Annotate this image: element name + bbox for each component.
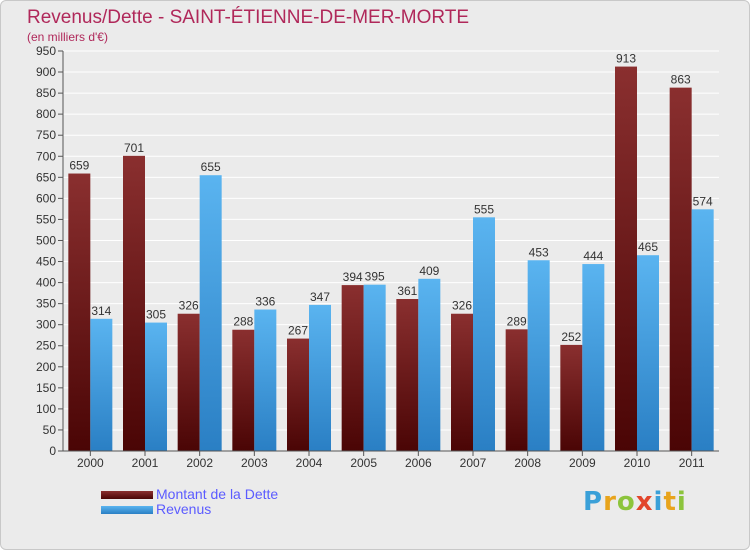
data-label-revenus: 336 xyxy=(255,295,275,309)
y-tick-label: 500 xyxy=(36,233,56,247)
data-label-revenus: 305 xyxy=(146,308,166,322)
bar-revenus xyxy=(254,309,277,451)
data-label-revenus: 395 xyxy=(365,270,385,284)
x-tick-label: 2008 xyxy=(514,456,541,470)
logo-letter: r xyxy=(603,487,617,517)
data-label-revenus: 574 xyxy=(693,194,713,208)
data-label-dette: 361 xyxy=(397,284,417,298)
data-label-dette: 326 xyxy=(452,299,472,313)
data-label-dette: 863 xyxy=(671,73,691,87)
chart-title: Revenus/Dette - SAINT-ÉTIENNE-DE-MER-MOR… xyxy=(27,7,470,28)
data-label-revenus: 555 xyxy=(474,202,494,216)
bar-dette xyxy=(560,344,583,451)
y-tick-label: 550 xyxy=(36,212,56,226)
logo-letter: x xyxy=(635,487,654,517)
y-tick-label: 800 xyxy=(36,107,56,121)
data-label-revenus: 444 xyxy=(583,249,603,263)
bar-dette xyxy=(123,155,145,451)
legend-label-revenus: Revenus xyxy=(156,501,212,517)
proxiti-logo: Proxiti xyxy=(583,487,687,517)
bar-dette xyxy=(505,329,528,451)
y-tick-label: 100 xyxy=(36,402,56,416)
data-label-revenus: 453 xyxy=(529,245,549,259)
x-tick-label: 2007 xyxy=(460,456,487,470)
data-label-revenus: 347 xyxy=(310,290,330,304)
data-label-dette: 288 xyxy=(233,315,253,329)
bar-dette xyxy=(68,173,91,452)
x-tick-label: 2003 xyxy=(241,456,268,470)
x-tick-label: 2002 xyxy=(186,456,213,470)
bar-dette xyxy=(341,285,364,451)
y-tick-label: 900 xyxy=(36,65,56,79)
bar-revenus xyxy=(527,260,550,451)
bar-dette xyxy=(615,66,637,451)
data-label-revenus: 655 xyxy=(201,160,221,174)
bar-revenus xyxy=(637,255,659,451)
x-tick-label: 2004 xyxy=(296,456,323,470)
logo-letter: t xyxy=(663,487,677,517)
logo-letter: P xyxy=(583,487,604,517)
y-tick-label: 300 xyxy=(36,318,56,332)
logo-letter: i xyxy=(676,487,687,517)
data-label-dette: 394 xyxy=(343,270,363,284)
x-tick-label: 2006 xyxy=(405,456,432,470)
x-tick-label: 2005 xyxy=(350,456,377,470)
plot-area xyxy=(63,51,719,451)
y-tick-label: 150 xyxy=(36,381,56,395)
bar-dette xyxy=(287,338,309,451)
y-tick-label: 950 xyxy=(36,44,56,58)
logo-letter: i xyxy=(653,487,664,517)
bar-revenus xyxy=(90,318,113,451)
y-tick-label: 400 xyxy=(36,276,56,290)
data-label-dette: 701 xyxy=(124,141,144,155)
bar-revenus xyxy=(691,209,714,451)
bar-dette xyxy=(451,313,473,451)
data-label-revenus: 465 xyxy=(638,240,658,254)
y-tick-label: 850 xyxy=(36,86,56,100)
y-tick-label: 0 xyxy=(49,444,56,458)
bar-revenus xyxy=(582,264,605,451)
y-tick-label: 700 xyxy=(36,149,56,163)
x-tick-label: 2009 xyxy=(569,456,596,470)
data-label-dette: 326 xyxy=(179,299,199,313)
x-tick-label: 2011 xyxy=(679,456,705,470)
x-tick-label: 2010 xyxy=(624,456,651,470)
data-label-dette: 289 xyxy=(507,314,527,328)
bar-revenus xyxy=(363,284,386,451)
data-label-dette: 267 xyxy=(288,324,308,338)
y-tick-label: 200 xyxy=(36,360,56,374)
x-tick-label: 2001 xyxy=(132,456,159,470)
y-tick-label: 450 xyxy=(36,255,56,269)
data-label-dette: 913 xyxy=(616,52,636,66)
logo-letter: o xyxy=(616,487,636,517)
x-tick-label: 2000 xyxy=(77,456,104,470)
data-label-revenus: 314 xyxy=(91,304,111,318)
bar-revenus xyxy=(418,278,441,451)
bar-dette xyxy=(232,329,255,451)
data-label-dette: 252 xyxy=(561,330,581,344)
y-tick-label: 750 xyxy=(36,128,56,142)
legend-swatch-revenus xyxy=(101,506,153,514)
bar-dette xyxy=(669,87,692,451)
bar-dette xyxy=(396,299,419,451)
bar-revenus xyxy=(199,175,222,452)
bar-dette xyxy=(177,313,200,451)
bar-revenus xyxy=(145,322,167,451)
y-tick-label: 50 xyxy=(43,423,57,437)
y-tick-label: 650 xyxy=(36,170,56,184)
data-label-dette: 659 xyxy=(69,159,89,173)
y-tick-label: 600 xyxy=(36,191,56,205)
data-label-revenus: 409 xyxy=(419,264,439,278)
legend-label-debt: Montant de la Dette xyxy=(156,486,279,502)
y-tick-label: 350 xyxy=(36,297,56,311)
y-tick-label: 250 xyxy=(36,339,56,353)
bar-revenus xyxy=(473,217,495,451)
bar-revenus xyxy=(309,304,331,451)
legend-swatch-debt xyxy=(101,491,153,499)
chart-subtitle: (en milliers d'€) xyxy=(27,30,108,44)
